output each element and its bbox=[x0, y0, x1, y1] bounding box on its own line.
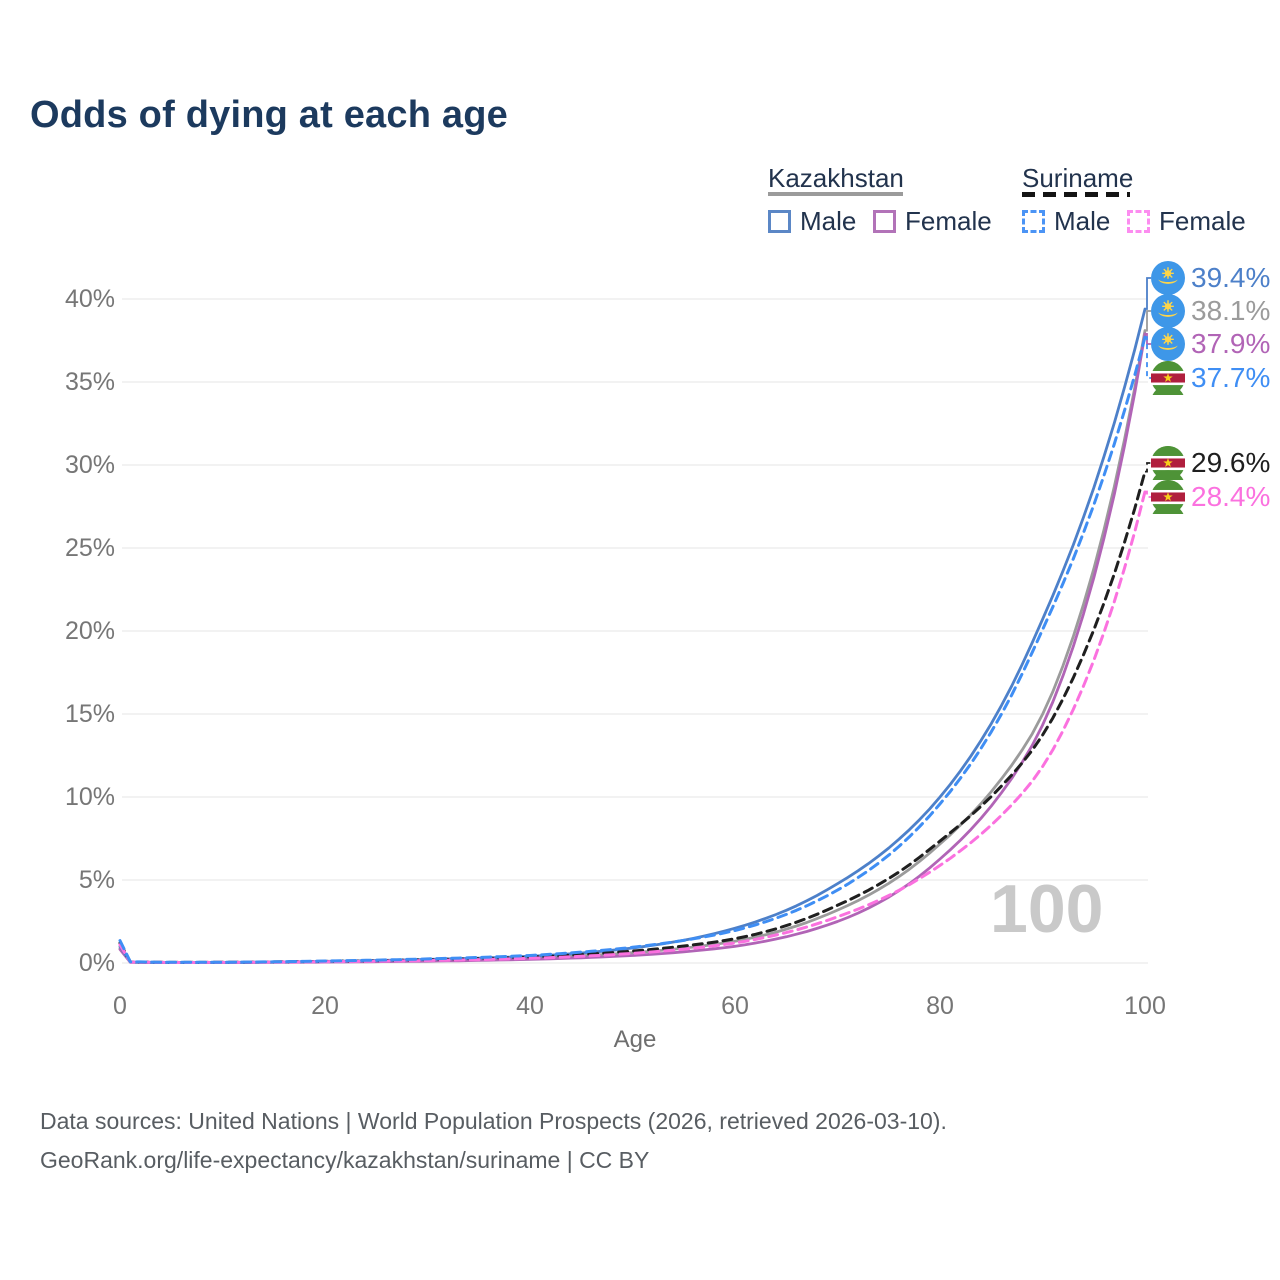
series-line-kazakhstan bbox=[118, 329, 1147, 964]
kazakhstan-flag bbox=[1151, 294, 1185, 328]
legend-item-label: Female bbox=[905, 206, 992, 236]
y-tick-label: 0% bbox=[79, 949, 115, 977]
end-value-label: 39.4% bbox=[1191, 262, 1271, 293]
suriname-flag-icon bbox=[1151, 361, 1185, 395]
y-tick-label: 30% bbox=[65, 451, 115, 479]
kazakhstan-male-swatch-icon bbox=[768, 210, 791, 233]
y-tick-label: 20% bbox=[65, 617, 115, 645]
suriname-flag-icon bbox=[1151, 480, 1185, 514]
end-label-suriname-male: 37.7% bbox=[1151, 361, 1270, 395]
end-label-suriname-female: 28.4% bbox=[1151, 480, 1270, 514]
end-label-leader bbox=[1145, 462, 1151, 473]
series-line-suriname bbox=[118, 470, 1147, 964]
suriname-female-swatch-icon bbox=[1127, 210, 1150, 233]
kazakhstan-flag-icon bbox=[1151, 294, 1185, 328]
watermark-age-100: 100 bbox=[990, 871, 1104, 947]
end-label-leader bbox=[1145, 277, 1151, 310]
end-value-label: 38.1% bbox=[1191, 295, 1271, 326]
end-label-leader bbox=[1145, 490, 1151, 498]
y-tick-label: 15% bbox=[65, 700, 115, 728]
end-label-kazakhstan-female: 37.9% bbox=[1151, 327, 1270, 361]
end-label-leader bbox=[1145, 310, 1151, 332]
legend-item-kazakhstan-male[interactable]: Male bbox=[768, 206, 856, 237]
legend-group-suriname-label: Suriname bbox=[1022, 163, 1134, 193]
legend-item-label: Male bbox=[1054, 206, 1111, 236]
end-value-label: 28.4% bbox=[1191, 481, 1271, 512]
legend-item-label: Female bbox=[1159, 206, 1246, 236]
end-label-leader bbox=[1145, 336, 1151, 379]
series-line-suriname-male bbox=[118, 335, 1147, 964]
y-tick-label: 25% bbox=[65, 534, 115, 562]
x-axis-title: Age bbox=[613, 1026, 657, 1053]
y-tick-label: 40% bbox=[65, 285, 115, 313]
kazakhstan-flag-icon bbox=[1151, 261, 1185, 295]
x-tick-label: 0 bbox=[113, 992, 127, 1020]
legend-suriname-line-swatch bbox=[1022, 192, 1130, 197]
kazakhstan-flag bbox=[1151, 327, 1185, 361]
end-value-label: 29.6% bbox=[1191, 447, 1271, 478]
end-label-kazakhstan: 38.1% bbox=[1151, 294, 1270, 328]
suriname-male-swatch-icon bbox=[1022, 210, 1045, 233]
suriname-flag bbox=[1151, 480, 1185, 514]
end-label-kazakhstan-male: 39.4% bbox=[1151, 261, 1270, 295]
x-tick-label: 80 bbox=[926, 992, 954, 1020]
x-tick-label: 60 bbox=[721, 992, 749, 1020]
y-tick-label: 10% bbox=[65, 783, 115, 811]
x-tick-label: 40 bbox=[516, 992, 544, 1020]
y-tick-label: 5% bbox=[79, 866, 115, 894]
suriname-flag-icon bbox=[1151, 446, 1185, 480]
legend-item-label: Male bbox=[800, 206, 857, 236]
end-value-label: 37.9% bbox=[1191, 328, 1271, 359]
legend-item-suriname-female[interactable]: Female bbox=[1127, 206, 1246, 237]
end-value-label: 37.7% bbox=[1191, 362, 1271, 393]
x-tick-label: 20 bbox=[311, 992, 339, 1020]
suriname-flag bbox=[1151, 446, 1185, 480]
end-label-suriname: 29.6% bbox=[1151, 446, 1270, 480]
legend-item-kazakhstan-female[interactable]: Female bbox=[873, 206, 992, 237]
page-title: Odds of dying at each age bbox=[30, 94, 508, 136]
legend-kazakhstan-line-swatch bbox=[768, 192, 903, 196]
legend-group-kazakhstan-label: Kazakhstan bbox=[768, 163, 904, 193]
y-tick-label: 35% bbox=[65, 368, 115, 396]
footer-url-line: GeoRank.org/life-expectancy/kazakhstan/s… bbox=[40, 1147, 650, 1173]
kazakhstan-female-swatch-icon bbox=[873, 210, 896, 233]
series-line-kazakhstan-female bbox=[118, 332, 1147, 964]
footer-source-line: Data sources: United Nations | World Pop… bbox=[40, 1108, 947, 1134]
x-tick-label: 100 bbox=[1124, 992, 1166, 1020]
kazakhstan-flag-icon bbox=[1151, 327, 1185, 361]
series-line-kazakhstan-male bbox=[118, 307, 1147, 964]
kazakhstan-flag bbox=[1151, 261, 1185, 295]
series-line-suriname-female bbox=[118, 490, 1147, 964]
suriname-flag bbox=[1151, 361, 1185, 395]
legend-item-suriname-male[interactable]: Male bbox=[1022, 206, 1110, 237]
